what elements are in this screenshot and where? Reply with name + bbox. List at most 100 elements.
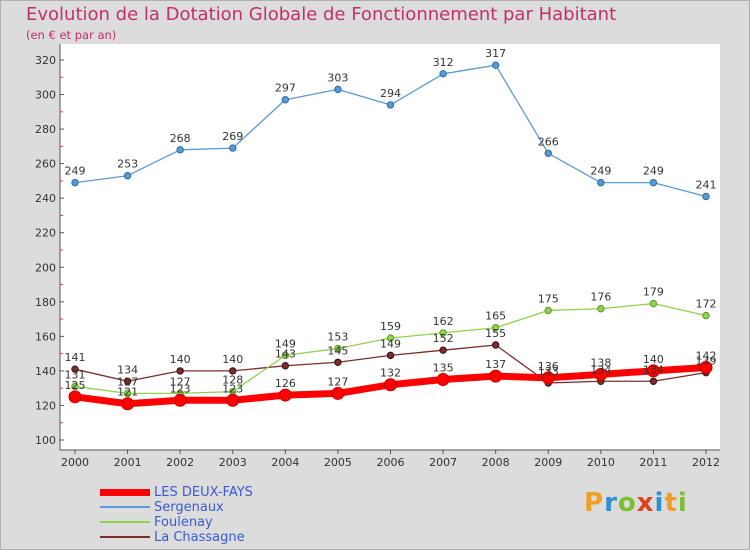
data-label: 134: [643, 363, 664, 376]
data-label: 159: [380, 320, 401, 333]
data-point: [386, 334, 395, 342]
data-point: [281, 362, 290, 370]
data-point: [649, 178, 658, 187]
proxiti-logo: Proxiti: [584, 488, 688, 518]
data-label: 175: [538, 292, 559, 305]
data-label: 162: [433, 315, 454, 328]
data-label: 140: [222, 353, 243, 366]
logo-letter: P: [584, 488, 605, 518]
logo-letter: i: [654, 488, 665, 518]
data-point: [491, 324, 500, 332]
x-tick-label: 2000: [61, 456, 89, 469]
chart-subtitle: (en € et par an): [26, 28, 117, 42]
data-point: [71, 178, 79, 187]
data-point: [646, 364, 660, 378]
data-label: 128: [222, 374, 243, 387]
data-label: 165: [485, 310, 506, 323]
data-label: 149: [275, 337, 296, 350]
logo-letter: r: [604, 488, 618, 518]
data-label: 317: [485, 47, 506, 60]
data-label: 138: [590, 356, 611, 369]
data-label: 121: [117, 386, 138, 399]
data-label: 125: [65, 379, 86, 392]
data-label: 127: [117, 375, 138, 388]
x-tick-label: 2006: [377, 456, 405, 469]
data-point: [229, 144, 237, 152]
x-tick-label: 2002: [166, 456, 194, 469]
data-point: [229, 367, 237, 375]
data-point: [649, 377, 658, 385]
data-label: 269: [222, 130, 243, 143]
data-label: 134: [117, 363, 138, 376]
data-point: [649, 299, 658, 308]
data-point: [702, 311, 710, 320]
data-label: 312: [433, 56, 454, 69]
logo-letter: o: [617, 488, 637, 518]
data-label: 145: [327, 344, 348, 357]
data-point: [544, 306, 552, 315]
y-tick-label: 200: [35, 261, 56, 274]
logo-letter: x: [636, 488, 655, 518]
y-tick-label: 280: [35, 123, 56, 136]
data-label: 135: [433, 362, 454, 375]
data-label: 134: [590, 363, 611, 376]
data-point: [176, 146, 184, 154]
data-point: [281, 351, 290, 360]
x-tick-label: 2012: [692, 456, 720, 469]
x-tick-label: 2011: [639, 456, 667, 469]
data-point: [386, 351, 395, 360]
y-tick-label: 300: [35, 89, 56, 102]
data-label: 127: [170, 375, 191, 388]
legend-label: LES DEUX-FAYS: [154, 485, 253, 500]
data-point: [123, 172, 132, 180]
data-label: 136: [538, 360, 559, 373]
data-point: [334, 85, 342, 94]
data-point: [334, 358, 342, 366]
data-point: [439, 346, 447, 354]
data-point: [71, 365, 79, 373]
data-label: 179: [643, 286, 664, 299]
legend-label: Sergenaux: [154, 500, 224, 515]
data-point: [68, 390, 82, 404]
data-label: 141: [65, 351, 86, 364]
data-label: 249: [590, 165, 611, 178]
data-label: 132: [380, 367, 401, 380]
data-point: [541, 371, 555, 385]
data-point: [491, 61, 500, 69]
y-tick-label: 100: [35, 434, 56, 447]
data-label: 133: [538, 365, 559, 378]
y-tick-label: 160: [35, 330, 56, 343]
legend-label: La Chassagne: [154, 530, 245, 545]
data-point: [439, 70, 447, 78]
x-tick-label: 2009: [534, 456, 562, 469]
data-label: 176: [590, 291, 611, 304]
data-label: 294: [380, 87, 401, 100]
data-label: 241: [696, 178, 717, 191]
data-point: [386, 101, 395, 109]
data-point: [334, 344, 342, 353]
y-tick-label: 120: [35, 399, 56, 412]
data-label: 153: [327, 330, 348, 343]
data-point: [597, 305, 605, 313]
data-point: [544, 149, 552, 157]
data-point: [489, 369, 503, 383]
data-label: 303: [327, 71, 348, 84]
x-tick-label: 2004: [271, 456, 299, 469]
x-tick-label: 2003: [219, 456, 247, 469]
data-point: [176, 367, 184, 375]
y-tick-label: 140: [35, 365, 56, 378]
y-tick-label: 220: [35, 227, 56, 240]
data-label: 155: [485, 327, 506, 340]
data-label: 152: [433, 332, 454, 345]
x-tick-label: 2001: [114, 456, 142, 469]
data-point: [594, 367, 608, 381]
data-point: [384, 378, 397, 392]
x-tick-label: 2008: [482, 456, 510, 469]
data-label: 142: [696, 349, 717, 362]
data-label: 140: [170, 353, 191, 366]
logo-letter: i: [677, 488, 688, 518]
data-label: 249: [643, 165, 664, 178]
x-tick-label: 2005: [324, 456, 352, 469]
data-point: [699, 360, 713, 374]
x-tick-label: 2010: [587, 456, 615, 469]
